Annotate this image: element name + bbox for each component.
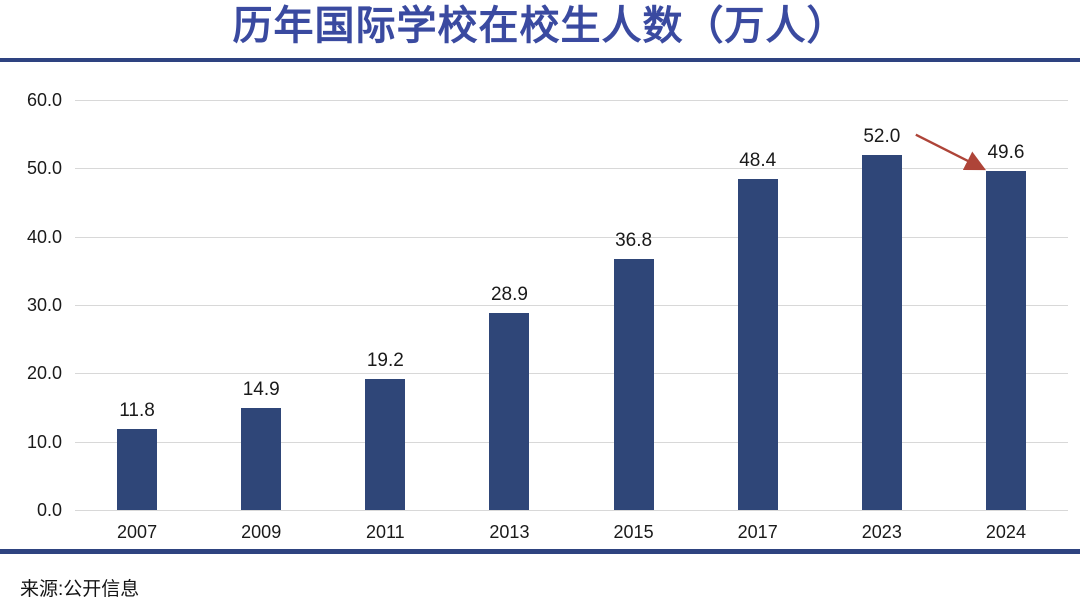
x-tick-label: 2013 [489,522,530,542]
gridline [75,373,1068,375]
bar [985,171,1026,510]
bar [117,429,158,510]
y-tick-label: 60.0 [26,90,62,110]
gridline [75,510,1068,511]
bar-slot: 28.9 2013 [447,100,571,542]
y-tick-label: 50.0 [26,158,62,179]
bar [737,179,778,510]
x-tick-label: 2007 [117,522,158,542]
footer-divider [0,549,1080,554]
x-tick-label: 2015 [613,522,654,542]
x-tick-label: 2009 [241,522,282,542]
bar-slot: 48.4 2017 [696,100,820,542]
x-tick-label: 2023 [861,522,902,542]
bar [365,378,406,510]
bar-value-label: 48.4 [739,150,777,172]
bar-chart: 0.0 10.0 20.0 30.0 40.0 50.0 60.0 11.8 2007 14.9… [0,90,1080,542]
y-tick-label: 10.0 [26,431,62,452]
bar-value-label: 52.0 [863,125,901,147]
x-tick-label: 2017 [737,522,778,542]
bar-value-label: 19.2 [366,349,404,371]
bar-slot: 52.0 2023 [820,100,944,542]
bar-value-label: 28.9 [490,283,528,305]
bars-container: 11.8 2007 14.9 2009 19.2 2011 28.9 2013 36.8 2015… [75,100,1068,542]
bar-slot: 19.2 2011 [323,100,447,542]
chart-title: 历年国际学校在校生人数（万人） [232,4,848,48]
gridline [75,100,1068,101]
bar-value-label: 49.6 [987,142,1025,164]
bar-value-label: 11.8 [119,400,155,422]
y-tick-label: 40.0 [26,226,62,247]
bar-slot: 36.8 2015 [572,100,696,542]
gridline [75,441,1068,443]
bar-slot: 14.9 2009 [199,100,323,542]
gridline [75,236,1068,238]
source-note: 来源:公开信息 [20,579,140,600]
bar [861,154,902,510]
bar-slot: 11.8 2007 [75,100,199,542]
plot-area: 11.8 2007 14.9 2009 19.2 2011 28.9 2013 36.8 2015… [75,100,1068,542]
title-divider [0,58,1080,62]
x-tick-label: 2024 [985,522,1026,542]
gridline [75,168,1068,170]
bar-slot: 49.6 2024 [944,100,1068,542]
y-tick-label: 20.0 [26,363,62,384]
y-tick-label: 0.0 [36,500,62,520]
bar-value-label: 14.9 [242,379,280,401]
y-tick-label: 30.0 [26,295,62,315]
bar [241,408,282,510]
bar-value-label: 36.8 [615,229,653,251]
gridline [75,305,1068,306]
bar [613,258,654,510]
bar [489,312,530,510]
x-tick-label: 2011 [365,522,405,542]
